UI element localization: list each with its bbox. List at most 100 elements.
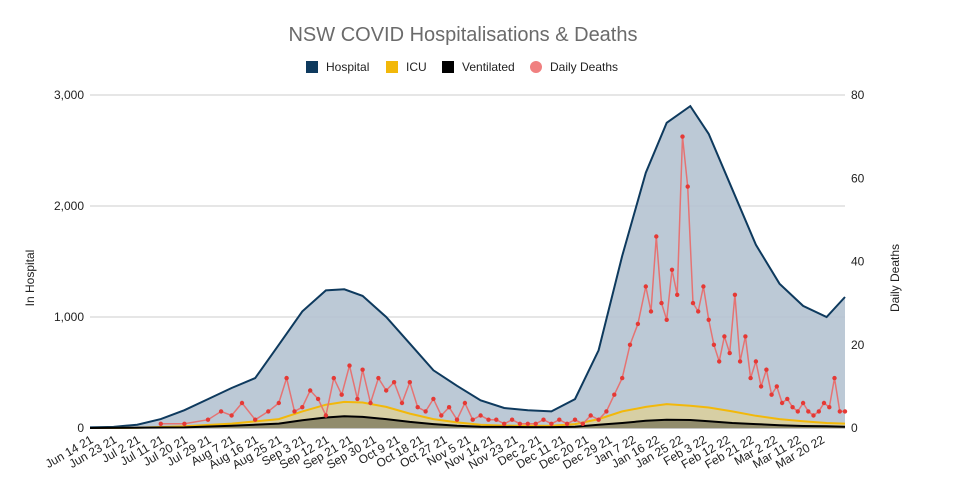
daily-deaths-point [748,375,753,381]
daily-deaths-point [737,359,743,364]
daily-deaths-point [158,421,163,426]
daily-deaths-point [486,417,491,422]
daily-deaths-point [680,134,685,139]
daily-deaths-point [266,409,271,414]
daily-deaths-point [664,317,669,322]
daily-deaths-point [339,392,344,397]
daily-deaths-point [785,396,790,402]
daily-deaths-point [753,359,759,364]
daily-deaths-point [572,417,578,422]
daily-deaths-point [308,388,313,393]
daily-deaths-point [690,300,696,306]
y2-axis-label: Daily Deaths [888,244,902,312]
legend-marker-ventilated [442,61,454,73]
hospital-line [89,104,846,429]
daily-deaths-point [769,392,774,397]
daily-deaths-point [774,384,779,389]
daily-deaths-point [355,396,360,402]
legend: Hospital ICU Ventilated Daily Deaths [306,60,618,74]
daily-deaths-point [580,421,585,426]
daily-deaths-point [533,421,538,426]
legend-marker-icu [386,61,398,73]
daily-deaths-point [800,400,806,406]
daily-deaths-point [635,321,641,327]
daily-deaths-point [732,292,738,297]
y2-tick-label: 20 [851,338,865,352]
daily-deaths-point [415,405,420,410]
daily-deaths-point [685,184,690,189]
daily-deaths-point [182,421,187,426]
legend-marker-daily-deaths [530,61,542,73]
y-tick-label: 1,000 [54,310,84,324]
daily-deaths-point [612,392,617,397]
daily-deaths-point [588,413,593,418]
daily-deaths-point [557,417,562,422]
daily-deaths-point [502,421,507,426]
daily-deaths-point [300,405,305,410]
y-tick-label: 2,000 [54,199,84,213]
ventilated-line [89,415,846,429]
daily-deaths-point [439,413,444,418]
legend-label-hospital: Hospital [326,60,369,74]
daily-deaths-point [701,284,706,289]
daily-deaths-point [654,234,659,239]
daily-deaths-point [478,413,483,418]
lines [89,104,846,429]
daily-deaths-point [347,363,352,368]
daily-deaths-point [832,375,837,381]
deaths-series [158,134,848,426]
daily-deaths-point [292,409,297,414]
daily-deaths-point [517,421,523,426]
legend-label-ventilated: Ventilated [462,60,515,74]
daily-deaths-point [368,400,373,406]
daily-deaths-point [758,384,764,389]
daily-deaths-point [827,405,832,410]
y-tick-label: 3,000 [54,88,84,102]
daily-deaths-point [205,417,211,422]
daily-deaths-point [253,417,258,422]
daily-deaths-point [549,421,554,426]
daily-deaths-point [722,334,727,339]
daily-deaths-point [706,317,711,322]
daily-deaths-point [454,417,460,422]
daily-deaths-point [727,350,732,356]
daily-deaths-point [811,413,816,418]
daily-deaths-point [360,367,365,372]
y-tick-label: 0 [77,421,84,435]
daily-deaths-point [696,309,701,314]
daily-deaths-point [604,409,609,414]
daily-deaths-point [795,409,800,414]
y2-tick-label: 80 [851,88,865,102]
daily-deaths-point [648,309,654,314]
daily-deaths-point [494,417,499,422]
legend-label-daily-deaths: Daily Deaths [550,60,618,74]
chart-title: NSW COVID Hospitalisations & Deaths [288,24,637,46]
y-axis-label: In Hospital [23,250,37,307]
daily-deaths-line [160,136,845,425]
daily-deaths-point [764,367,769,372]
daily-deaths-point [446,405,452,410]
daily-deaths-point [331,375,336,381]
areas [90,106,845,428]
daily-deaths-point [717,359,722,364]
daily-deaths-point [711,342,717,347]
daily-deaths-point [821,400,827,406]
legend-label-icu: ICU [406,60,427,74]
daily-deaths-point [276,400,281,406]
y2-tick-label: 40 [851,255,865,269]
daily-deaths-point [284,375,289,381]
daily-deaths-point [675,292,680,297]
daily-deaths-point [643,284,648,289]
daily-deaths-point [806,409,811,414]
daily-deaths-point [407,380,412,385]
daily-deaths-point [525,421,530,426]
daily-deaths-point [596,417,601,422]
daily-deaths-point [239,400,245,406]
daily-deaths-point [779,400,785,406]
ventilated-area [90,416,845,428]
daily-deaths-point [384,388,389,393]
daily-deaths-point [659,300,664,306]
hospital-area [90,106,845,428]
daily-deaths-point [541,417,546,422]
